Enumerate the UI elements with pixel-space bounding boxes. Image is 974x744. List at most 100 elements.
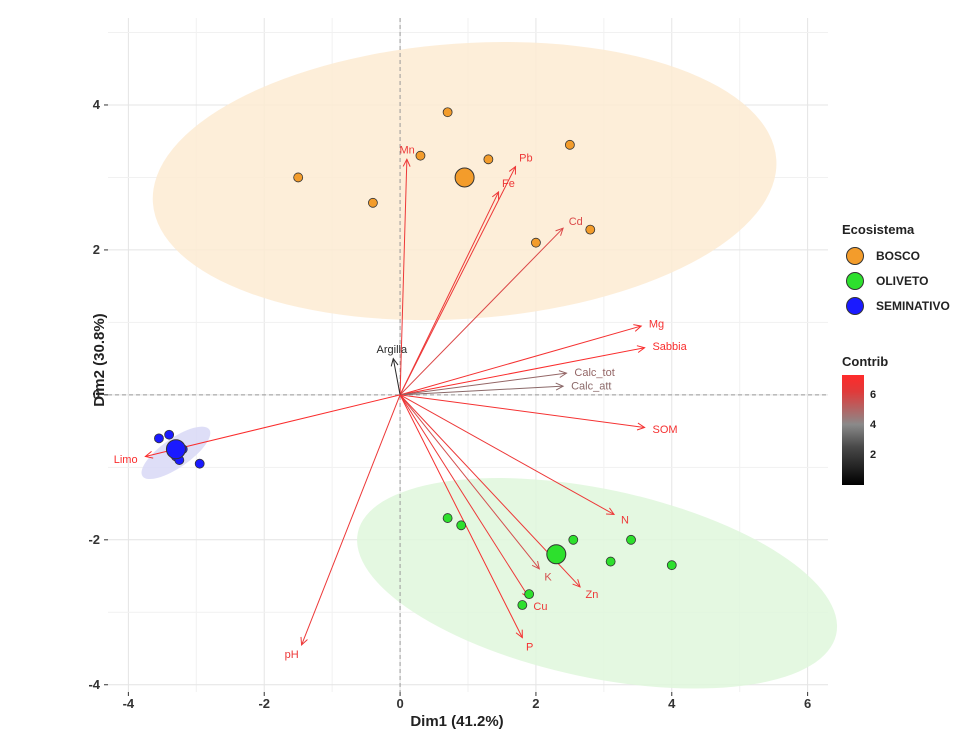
contrib-tick-label: 2 bbox=[870, 448, 877, 461]
arrow-label-n: N bbox=[621, 514, 629, 526]
point-oliveto bbox=[605, 556, 616, 567]
arrowhead-argilla bbox=[390, 357, 399, 367]
arrow-cu bbox=[399, 394, 530, 599]
arrow-label-zn: Zn bbox=[586, 589, 599, 601]
point-oliveto bbox=[524, 589, 535, 600]
arrow-label-p: P bbox=[526, 642, 533, 654]
arrowhead-calc_att bbox=[555, 382, 565, 391]
arrowhead-fe bbox=[491, 190, 500, 200]
arrow-limo bbox=[145, 394, 401, 457]
legend-label: SEMINATIVO bbox=[876, 298, 950, 313]
arrow-calc_att bbox=[400, 385, 564, 396]
point-oliveto bbox=[626, 534, 636, 545]
x-tick-label: 4 bbox=[668, 696, 676, 711]
contrib-tick-label: 4 bbox=[870, 418, 877, 431]
arrow-fe bbox=[399, 191, 500, 396]
centroid-oliveto bbox=[546, 544, 567, 565]
contrib-colorbar bbox=[842, 375, 864, 485]
y-tick-label: -4 bbox=[88, 677, 100, 692]
ellipse-oliveto bbox=[357, 478, 838, 689]
y-tick-label: 2 bbox=[93, 242, 100, 257]
arrow-ph bbox=[301, 394, 401, 646]
y-tick-label: 0 bbox=[93, 387, 100, 402]
arrow-label-k: K bbox=[544, 572, 552, 584]
legend-dot bbox=[846, 296, 864, 315]
point-bosco bbox=[483, 154, 494, 165]
point-bosco bbox=[415, 150, 426, 161]
point-oliveto bbox=[666, 560, 677, 571]
legend-title: Ecosistema bbox=[842, 222, 915, 237]
arrow-label-cu: Cu bbox=[533, 601, 547, 613]
x-tick-label: 0 bbox=[396, 696, 403, 711]
x-tick-label: -4 bbox=[123, 696, 135, 711]
centroid-seminativo bbox=[165, 439, 186, 460]
arrow-label-fe: Fe bbox=[502, 178, 515, 190]
zero-reference-lines bbox=[108, 18, 828, 692]
legend-dot bbox=[846, 246, 864, 265]
confidence-ellipses bbox=[141, 41, 838, 689]
x-tick-label: 6 bbox=[804, 696, 811, 711]
arrowhead-mg bbox=[633, 324, 643, 332]
y-axis-label: Dim2 (30.8%) bbox=[91, 313, 108, 406]
arrowhead-pb bbox=[508, 165, 517, 175]
y-tick-label: -2 bbox=[88, 532, 100, 547]
arrow-label-calc_tot: Calc_tot bbox=[574, 367, 614, 379]
point-seminativo bbox=[164, 429, 175, 440]
legend-label: BOSCO bbox=[876, 248, 921, 263]
arrow-mn bbox=[399, 159, 408, 395]
arrow-label-cd: Cd bbox=[569, 216, 583, 228]
arrowhead-calc_tot bbox=[558, 370, 568, 378]
point-bosco bbox=[442, 107, 453, 118]
arrow-pb bbox=[399, 166, 516, 396]
arrow-k bbox=[399, 394, 540, 570]
arrow-sabbia bbox=[399, 347, 645, 396]
legend-label: OLIVETO bbox=[876, 273, 929, 288]
legend-item-seminativo: SEMINATIVO bbox=[842, 293, 970, 318]
arrow-label-mg: Mg bbox=[649, 318, 664, 330]
point-seminativo bbox=[154, 433, 164, 444]
y-tick-label: 4 bbox=[93, 97, 101, 112]
arrow-cd bbox=[399, 227, 564, 396]
centroid-bosco bbox=[454, 167, 475, 188]
arrow-p bbox=[399, 394, 523, 638]
arrow-som bbox=[400, 394, 645, 428]
arrowhead-cd bbox=[555, 227, 564, 236]
arrowhead-limo bbox=[144, 451, 154, 459]
arrow-label-calc_att: Calc_att bbox=[571, 381, 611, 393]
arrow-label-limo: Limo bbox=[114, 454, 138, 466]
point-oliveto bbox=[456, 520, 467, 531]
ecosistema-legend: Ecosistema BOSCO OLIVETO SEMINATIVO bbox=[842, 222, 970, 318]
point-oliveto bbox=[568, 534, 579, 545]
arrowhead-k bbox=[531, 560, 541, 570]
arrowhead-zn bbox=[572, 579, 581, 588]
contrib-legend: Contrib 6 4 2 bbox=[842, 354, 894, 485]
arrowhead-sabbia bbox=[636, 345, 646, 353]
arrow-n bbox=[399, 394, 615, 515]
point-oliveto bbox=[442, 513, 453, 523]
point-bosco bbox=[293, 172, 304, 183]
arrow-label-som: SOM bbox=[653, 424, 678, 436]
legend-swatch bbox=[842, 246, 868, 266]
variable-arrows: Mn Pb Fe Cd Mg Sabbia Calc_tot Calc_att SOM Argil… bbox=[114, 144, 688, 661]
point-bosco bbox=[585, 224, 596, 235]
point-bosco bbox=[531, 237, 541, 248]
arrowhead-som bbox=[636, 422, 646, 431]
legend-swatch bbox=[842, 271, 868, 291]
arrow-mg bbox=[399, 325, 642, 396]
point-bosco bbox=[564, 139, 575, 150]
arrow-label-pb: Pb bbox=[519, 153, 532, 165]
x-tick-label: 2 bbox=[532, 696, 539, 711]
point-bosco bbox=[368, 197, 378, 208]
legend-item-oliveto: OLIVETO bbox=[842, 268, 970, 293]
arrow-label-sabbia: Sabbia bbox=[652, 341, 687, 353]
x-axis-ticks: -4 -2 0 2 4 6 bbox=[123, 692, 811, 711]
arrowhead-p bbox=[515, 629, 523, 639]
point-seminativo bbox=[194, 458, 205, 469]
arrowhead-ph bbox=[300, 636, 308, 646]
x-tick-label: -2 bbox=[258, 696, 270, 711]
legend-dot bbox=[846, 271, 864, 290]
contrib-legend-title: Contrib bbox=[842, 354, 889, 369]
arrow-argilla bbox=[392, 358, 401, 395]
individual-points bbox=[154, 107, 677, 610]
